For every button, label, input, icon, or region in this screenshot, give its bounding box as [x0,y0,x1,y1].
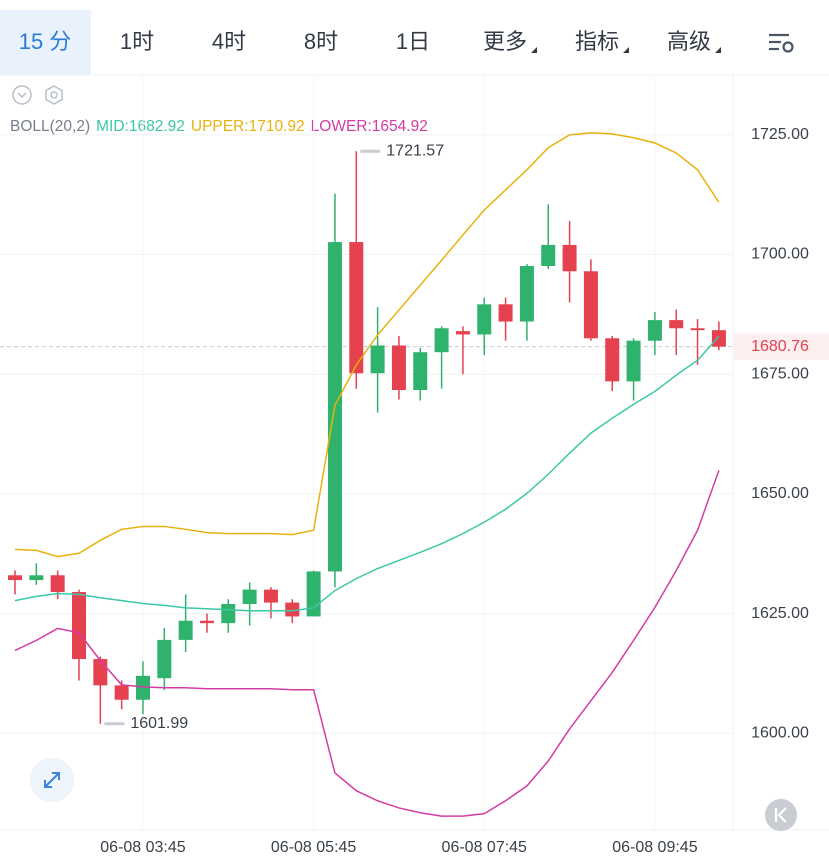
candle-body [263,589,278,603]
candle-body [135,675,150,700]
x-tick-label: 06-08 09:45 [612,839,698,856]
candle-body [413,352,428,391]
candle-body [242,589,257,604]
tab[interactable]: 1日 [396,29,430,54]
y-tick-label: 1650.00 [751,485,809,502]
candle-body [50,575,65,593]
tab-bar [0,8,829,75]
candle-body [370,345,385,374]
tab[interactable]: 高级 [667,29,711,54]
tab[interactable]: 15 分 [19,29,72,54]
candle-body [583,271,598,339]
current-price-bg [734,333,829,360]
candle-body [647,320,662,341]
dropdown-triangle [623,47,629,53]
dropdown-triangle [531,47,537,53]
candle-body [93,659,108,686]
tab[interactable]: 指标 [575,29,619,54]
extreme-label: 1721.57 [386,142,444,159]
candle-body [8,575,22,581]
candle-body [669,320,684,329]
indicator-legend: LOWER:1654.92 [311,118,428,135]
current-price-label: 1680.76 [751,338,809,355]
candle-body [221,603,236,624]
candle-body [391,345,406,391]
candle-body [498,304,513,322]
candle-body [519,266,534,322]
indicator-settings-icon[interactable] [45,85,63,105]
extreme-label: 1601.99 [130,715,188,732]
candle-body [29,575,44,581]
y-tick-label: 1725.00 [751,126,809,143]
candle-body [711,330,726,347]
candle-body [541,244,556,267]
x-tick-label: 06-08 05:45 [271,839,357,856]
y-tick-label: 1625.00 [751,605,809,622]
candle-body [349,242,364,374]
x-tick-label: 06-08 03:45 [100,839,186,856]
x-tick-label: 06-08 07:45 [442,839,528,856]
candle-body [626,340,641,382]
settings-icon[interactable] [769,33,794,53]
collapse-arrow [17,92,27,99]
candle-body [306,571,321,617]
tab-active-bg [0,10,91,75]
collapse-icon[interactable] [12,85,32,105]
indicator-settings-dot [50,91,58,99]
candle-body [562,244,577,272]
candle-body [178,620,193,640]
tab[interactable]: 1时 [120,29,154,54]
boll-line [14,470,720,817]
back-icon [774,807,787,823]
candle-body [157,639,172,679]
candle-body [114,685,129,700]
boll-line [14,335,720,612]
candle-body [434,328,449,353]
back-button[interactable] [765,799,797,831]
y-tick-label: 1600.00 [751,724,809,741]
indicator-name: BOLL(20,2) [10,118,90,135]
boll-line [14,132,720,558]
candle-body [605,338,620,382]
dropdown-triangle [715,47,721,53]
candle-body [690,328,705,331]
tab[interactable]: 4时 [212,29,246,54]
tab[interactable]: 8时 [304,29,338,54]
indicator-legend: UPPER:1710.92 [191,118,305,135]
tab[interactable]: 更多 [483,29,527,54]
candle-body [477,304,492,335]
expand-icon [44,772,60,788]
y-tick-label: 1675.00 [751,365,809,382]
y-tick-label: 1700.00 [751,246,809,263]
candle-body [71,592,86,660]
candle-body [455,331,470,335]
candle-body [285,602,300,617]
candle-body [199,620,214,624]
indicator-legend: MID:1682.92 [96,118,185,135]
